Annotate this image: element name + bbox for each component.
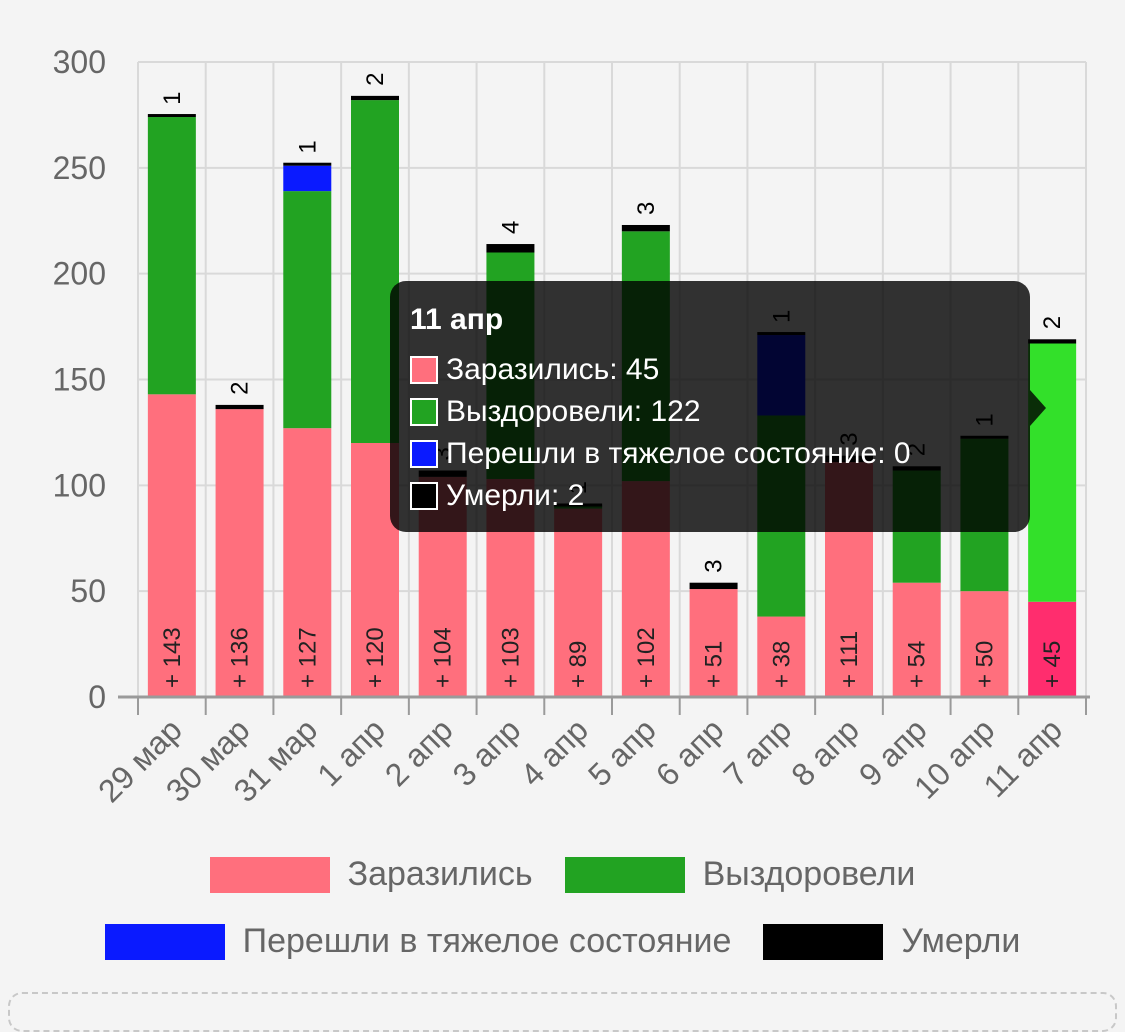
tooltip-row-severe: Перешли в тяжелое состояние: 0: [410, 433, 1010, 475]
bar-top-label: 2: [227, 382, 254, 395]
x-tick-label: 6 апр: [649, 711, 731, 793]
tooltip-row-infected: Заразились: 45: [410, 349, 1010, 391]
tooltip-swatch-recovered: [410, 398, 438, 426]
bar-segment: [147, 114, 196, 118]
bar-segment: [486, 244, 535, 253]
bar-segment: [1028, 339, 1077, 344]
legend-item-died[interactable]: Умерли: [763, 922, 1020, 961]
bar-segment: [351, 95, 399, 101]
y-tick-label: 0: [88, 679, 106, 715]
bar-segment: [621, 224, 670, 232]
tooltip-row-died: Умерли: 2: [410, 475, 1010, 517]
bar-value-label: + 136: [227, 627, 254, 688]
bar-value-label: + 50: [971, 641, 998, 688]
x-tick-label: 3 апр: [446, 711, 528, 793]
x-tick-label: 4 апр: [513, 711, 595, 793]
bar-segment: [283, 191, 332, 429]
legend-item-infected[interactable]: Заразились: [209, 855, 533, 894]
bar-value-label: + 127: [294, 627, 321, 688]
y-tick-label: 150: [53, 362, 106, 398]
legend-row-2: Перешли в тяжелое состояние Умерли: [0, 922, 1125, 961]
y-tick-label: 250: [53, 150, 106, 186]
legend-label-severe: Перешли в тяжелое состояние: [242, 922, 732, 960]
bar-segment: [689, 589, 738, 697]
legend-label-infected: Заразились: [347, 855, 533, 893]
bar-segment: [1028, 343, 1077, 602]
tooltip-swatch-infected: [410, 356, 438, 384]
tooltip-swatch-severe: [410, 440, 438, 468]
bar-value-label: + 120: [362, 627, 389, 688]
bar-segment: [960, 591, 1009, 697]
bar-segment: [147, 394, 196, 697]
bar-value-label: + 89: [565, 641, 592, 688]
bar-value-label: + 45: [1039, 641, 1066, 688]
legend-label-died: Умерли: [901, 922, 1021, 960]
bar-segment: [757, 616, 806, 697]
bar-segment: [215, 404, 264, 410]
tooltip-title: 11 апр: [410, 303, 504, 336]
tooltip-arrow-icon: [1030, 390, 1046, 426]
tooltip-label-infected: Заразились: 45: [446, 353, 660, 386]
legend-swatch-recovered: [564, 856, 685, 893]
bar-top-label: 3: [633, 202, 660, 215]
bar-segment: [1028, 601, 1077, 697]
x-tick-label: 11 апр: [976, 711, 1069, 804]
bar-segment: [215, 409, 264, 697]
bar-segment: [689, 582, 738, 590]
x-tick-label: 5 апр: [581, 711, 663, 793]
tooltip-label-severe: Перешли в тяжелое состояние: 0: [446, 437, 911, 470]
x-tick-label: 7 апр: [716, 711, 798, 793]
legend-item-severe[interactable]: Перешли в тяжелое состояние: [104, 922, 732, 961]
tooltip-row-recovered: Выздоровели: 122: [410, 391, 1010, 433]
tooltip-swatch-died: [410, 482, 438, 510]
bar-top-label: 2: [1039, 316, 1066, 329]
bar-top-label: 3: [701, 559, 728, 572]
bar-top-label: 1: [159, 92, 186, 105]
x-tick-label: 2 апр: [378, 711, 460, 793]
legend-swatch-infected: [209, 856, 330, 893]
bar-top-label: 4: [497, 221, 524, 234]
x-tick-label: 1 апр: [310, 711, 392, 793]
bar-value-label: + 38: [768, 641, 795, 688]
legend-label-recovered: Выздоровели: [702, 855, 916, 893]
legend-item-recovered[interactable]: Выздоровели: [564, 855, 916, 894]
y-tick-label: 300: [53, 44, 106, 80]
y-tick-label: 50: [70, 573, 106, 609]
bar-value-label: + 104: [430, 627, 457, 688]
tooltip-label-died: Умерли: 2: [446, 479, 585, 512]
bar-segment: [283, 428, 332, 697]
bar-value-label: + 54: [904, 641, 931, 688]
bar-value-label: + 51: [701, 641, 728, 688]
bar-value-label: + 111: [836, 631, 863, 688]
bar-segment: [147, 117, 196, 395]
bar-segment: [892, 582, 941, 697]
bar-value-label: + 102: [633, 627, 660, 688]
bar-value-label: + 143: [159, 627, 186, 688]
bar-top-label: 1: [294, 140, 321, 153]
bar-segment: [554, 508, 603, 697]
bar-value-label: + 103: [497, 627, 524, 688]
tooltip-label-recovered: Выздоровели: 122: [446, 395, 701, 428]
legend-swatch-died: [763, 923, 884, 960]
legend-swatch-severe: [104, 923, 225, 960]
bar-segment: [283, 162, 332, 166]
chart-tooltip: 11 апр Заразились: 45 Выздоровели: 122 П…: [390, 281, 1030, 532]
bar-top-label: 2: [362, 73, 389, 86]
legend-row-1: Заразились Выздоровели: [0, 855, 1125, 894]
bar-segment: [283, 165, 332, 192]
y-tick-label: 200: [53, 256, 106, 292]
x-tick-label: 8 апр: [784, 711, 866, 793]
next-card-edge: [8, 992, 1117, 1032]
y-tick-label: 100: [53, 467, 106, 503]
